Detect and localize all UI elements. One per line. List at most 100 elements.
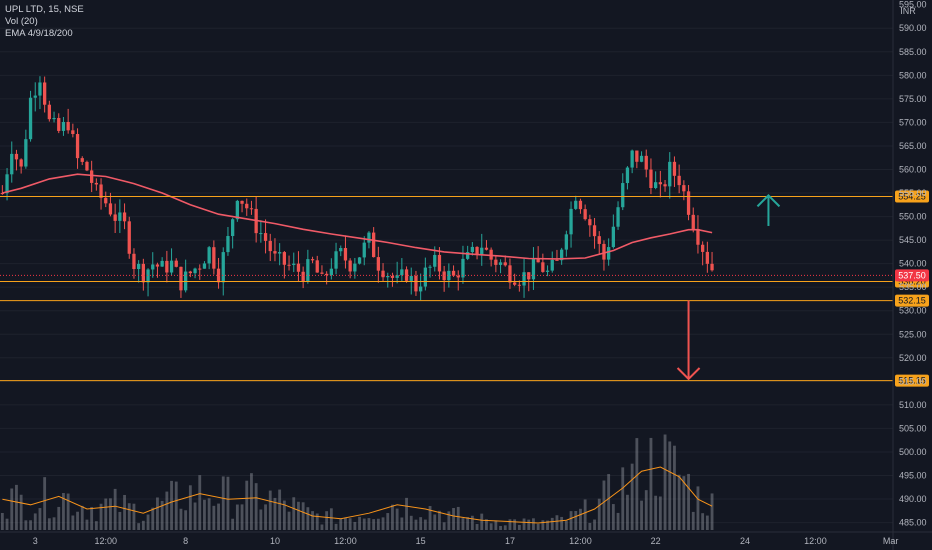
volume-bar: [193, 502, 197, 530]
volume-bar: [315, 513, 319, 530]
volume-bar: [38, 508, 42, 530]
volume-bar: [456, 506, 460, 530]
price-tick-label: 520.00: [899, 353, 927, 363]
volume-bar: [240, 504, 244, 530]
candle-body: [701, 244, 705, 252]
volume-bar: [593, 519, 596, 530]
volume-bar: [311, 511, 314, 530]
volume-bar: [423, 519, 427, 530]
last-price-tag: [895, 269, 929, 282]
candle-body: [155, 264, 160, 267]
volume-bar: [607, 474, 611, 530]
volume-bar: [151, 507, 155, 530]
time-tick-label: 8: [183, 536, 188, 546]
volume-bar: [287, 511, 291, 530]
time-tick-label: 12:00: [94, 536, 117, 546]
volume-bar: [29, 520, 32, 530]
candle-body: [616, 207, 620, 227]
candle-body: [658, 182, 662, 185]
volume-bar: [555, 515, 559, 530]
volume-bar: [419, 517, 423, 530]
last-price-label: 537.50: [898, 270, 926, 280]
candle-body: [146, 269, 150, 283]
volume-bar: [513, 519, 517, 530]
candle-body: [259, 233, 263, 235]
volume-bar: [494, 520, 498, 530]
arrow-up-icon: [756, 193, 781, 226]
candle-body: [151, 264, 155, 270]
volume-bar: [207, 498, 211, 530]
volume-bar: [250, 473, 253, 530]
candle-body: [668, 161, 672, 187]
legend-ema[interactable]: EMA 4/9/18/200: [5, 28, 73, 39]
horizontal-levels[interactable]: 554.25 536.20 532.15 515.15 537.50: [0, 190, 929, 387]
price-tick-label: 515.00: [899, 376, 927, 386]
price-tick-label: 525.00: [899, 329, 927, 339]
candle-body: [80, 158, 84, 162]
volume-bar: [677, 474, 681, 530]
level-price-tag: [895, 294, 929, 307]
candle-body: [705, 251, 709, 264]
volume-bar: [649, 437, 653, 530]
time-axis[interactable]: 3 12:00 8 10 12:00 15 17 12:00 22 24 12:00 Mar: [33, 536, 899, 546]
volume-bar: [141, 520, 145, 530]
volume-bar: [438, 510, 441, 530]
candle-body: [249, 208, 254, 210]
volume-bar: [461, 518, 465, 530]
candle-body: [409, 275, 413, 281]
candle-body: [104, 197, 108, 204]
candle-body: [325, 273, 329, 276]
time-tick-label: 24: [740, 536, 750, 546]
volume-bar: [658, 496, 662, 530]
projection-arrows[interactable]: [676, 193, 781, 381]
volume-bar: [654, 495, 658, 530]
volume-bar: [118, 511, 122, 530]
volume-bar: [71, 515, 75, 530]
candle-body: [517, 284, 521, 286]
candle-body: [108, 203, 113, 215]
candle-body: [433, 254, 437, 267]
volume-bar: [306, 507, 310, 530]
price-tick-label: 505.00: [899, 423, 927, 433]
volume-bar: [583, 499, 587, 530]
candle-body: [296, 263, 301, 272]
legend-volume[interactable]: Vol (20): [5, 16, 38, 27]
candle-body: [480, 247, 484, 255]
price-tick-label: 540.00: [899, 259, 927, 269]
candle-body: [564, 234, 568, 250]
candle-body: [329, 268, 333, 276]
candle-body: [672, 161, 677, 176]
candle-body: [216, 268, 221, 283]
time-tick-label: 12:00: [804, 536, 827, 546]
candle-body: [395, 275, 399, 278]
price-tick-label: 510.00: [899, 400, 927, 410]
volume-bar: [442, 522, 446, 530]
volume-bar: [574, 510, 578, 530]
legend-symbol[interactable]: UPL LTD, 15, NSE: [5, 4, 84, 15]
volume-bar: [409, 515, 413, 530]
price-tick-label: 560.00: [899, 164, 927, 174]
volume-bar: [217, 503, 220, 530]
time-tick-label: Mar: [883, 536, 899, 546]
volume-bar: [160, 500, 164, 530]
volume-bar: [466, 517, 470, 530]
volume-bar: [76, 511, 79, 530]
candle-body: [132, 253, 136, 270]
price-tick-label: 500.00: [899, 447, 927, 457]
volume-bar: [400, 517, 404, 530]
candle-body: [245, 203, 249, 209]
candle-body: [306, 259, 310, 282]
candle-body: [10, 153, 14, 175]
level-price-label: 532.15: [898, 296, 926, 306]
volume-bar: [188, 485, 192, 530]
candle-body: [461, 258, 465, 278]
volume-bar: [344, 517, 347, 530]
volume-bar: [433, 514, 437, 530]
volume-bar: [673, 445, 676, 530]
candle-body: [160, 260, 164, 267]
candle-body: [644, 155, 648, 170]
candle-body: [654, 182, 658, 189]
volume-bar: [113, 488, 117, 530]
